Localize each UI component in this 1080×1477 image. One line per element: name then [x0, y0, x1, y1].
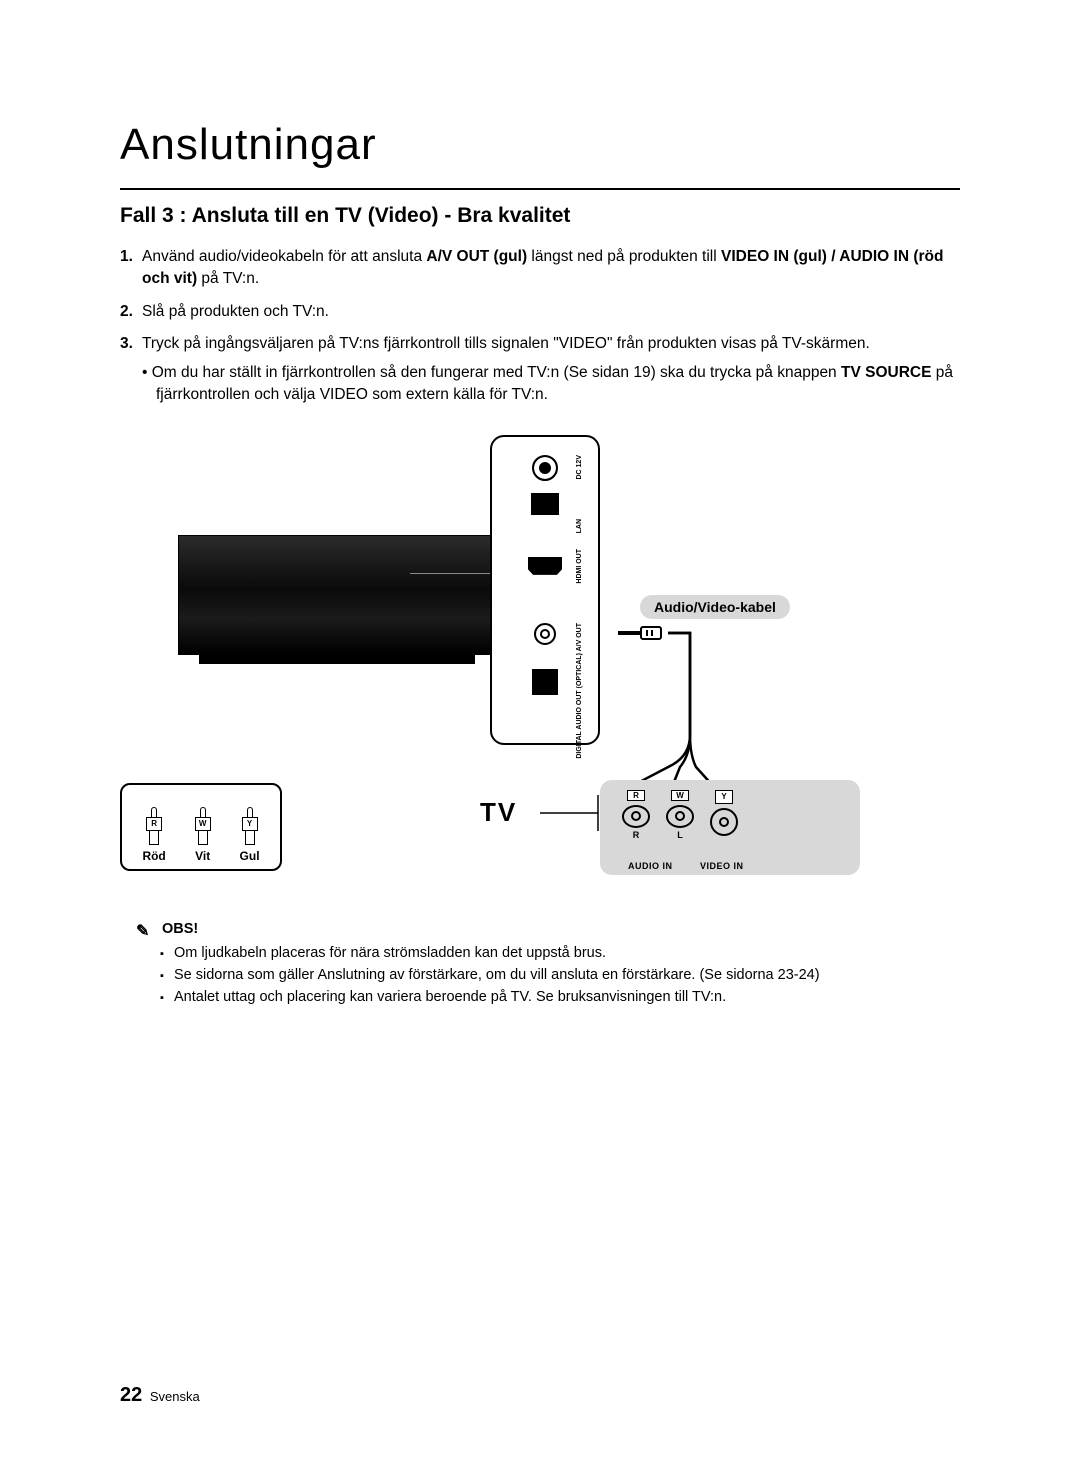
- step2-text: Slå på produkten och TV:n.: [142, 303, 329, 320]
- legend-red: R Röd: [142, 807, 165, 863]
- port-lan: [531, 493, 559, 515]
- step3-sub: Om du har ställt in fjärrkontrollen så d…: [156, 362, 960, 407]
- caption-video-in: VIDEO IN: [700, 861, 744, 871]
- step3-sub-pre: Om du har ställt in fjärrkontrollen så d…: [152, 364, 841, 381]
- tv-input-panel: R R W L Y AUDIO IN VIDEO IN: [600, 780, 860, 875]
- cable-label: Audio/Video-kabel: [640, 595, 790, 619]
- plug-legend: R Röd W Vit Y Gul: [120, 783, 282, 871]
- connection-diagram: DC 12V LAN HDMI OUT A/V OUT DIGITAL AUDI…: [120, 435, 960, 895]
- legend-white: W Vit: [195, 807, 211, 863]
- step3-text: Tryck på ingångsväljaren på TV:ns fjärrk…: [142, 335, 870, 352]
- tv-label: TV: [480, 797, 517, 828]
- port-optical: [532, 669, 558, 695]
- rca-yellow-tag: Y: [715, 790, 733, 804]
- step-1: 1. Använd audio/videokabeln för att ansl…: [142, 246, 960, 291]
- step-3: 3. Tryck på ingångsväljaren på TV:ns fjä…: [142, 333, 960, 406]
- obs-heading: OBS!: [162, 921, 960, 937]
- obs-list: Om ljudkabeln placeras för nära strömsla…: [162, 945, 960, 1005]
- port-label-optical: DIGITAL AUDIO OUT (OPTICAL): [576, 653, 583, 759]
- port-dc12v: [532, 455, 558, 481]
- step1-bold1: A/V OUT (gul): [426, 248, 527, 265]
- rca-yellow: Y: [706, 790, 742, 840]
- section-heading: Fall 3 : Ansluta till en TV (Video) - Br…: [120, 204, 960, 228]
- obs-item-3: Antalet uttag och placering kan variera …: [174, 989, 960, 1005]
- rca-ring-l: L: [677, 830, 683, 840]
- page-title: Anslutningar: [120, 120, 960, 170]
- legend-label-red: Röd: [142, 849, 165, 863]
- port-panel: [490, 435, 600, 745]
- av-plug: [618, 626, 668, 640]
- legend-yellow: Y Gul: [240, 807, 260, 863]
- legend-label-white: Vit: [195, 849, 210, 863]
- step1-text: Använd audio/videokabeln för att ansluta: [142, 248, 426, 265]
- obs-block: OBS! Om ljudkabeln placeras för nära str…: [120, 921, 960, 1005]
- rca-red: R R: [618, 790, 654, 840]
- page-number: 22: [120, 1384, 142, 1406]
- device-unit: [178, 535, 496, 655]
- page-footer: 22 Svenska: [120, 1384, 200, 1407]
- port-hdmi: [528, 557, 562, 575]
- footer-language: Svenska: [150, 1389, 200, 1404]
- rca-white: W L: [662, 790, 698, 840]
- divider: [120, 188, 960, 190]
- port-label-hdmi: HDMI OUT: [576, 549, 583, 584]
- step1-mid: längst ned på produkten till: [527, 248, 721, 265]
- step-2: 2. Slå på produkten och TV:n.: [142, 301, 960, 323]
- step3-sub-bold: TV SOURCE: [841, 364, 931, 381]
- legend-tag-y: Y: [242, 817, 258, 831]
- legend-tag-r: R: [146, 817, 162, 831]
- port-avout: [534, 623, 556, 645]
- caption-audio-in: AUDIO IN: [628, 861, 673, 871]
- obs-item-1: Om ljudkabeln placeras för nära strömsla…: [174, 945, 960, 961]
- port-label-lan: LAN: [576, 519, 583, 533]
- legend-tag-w: W: [195, 817, 211, 831]
- rca-red-tag: R: [627, 790, 645, 801]
- device-leader-line: [410, 573, 492, 575]
- port-label-avout: A/V OUT: [576, 623, 583, 651]
- legend-label-yellow: Gul: [240, 849, 260, 863]
- rca-white-tag: W: [671, 790, 689, 801]
- rca-ring-r: R: [633, 830, 640, 840]
- port-label-dc12v: DC 12V: [576, 455, 583, 480]
- step-list: 1. Använd audio/videokabeln för att ansl…: [120, 246, 960, 407]
- obs-item-2: Se sidorna som gäller Anslutning av förs…: [174, 967, 960, 983]
- step1-post: på TV:n.: [197, 270, 259, 287]
